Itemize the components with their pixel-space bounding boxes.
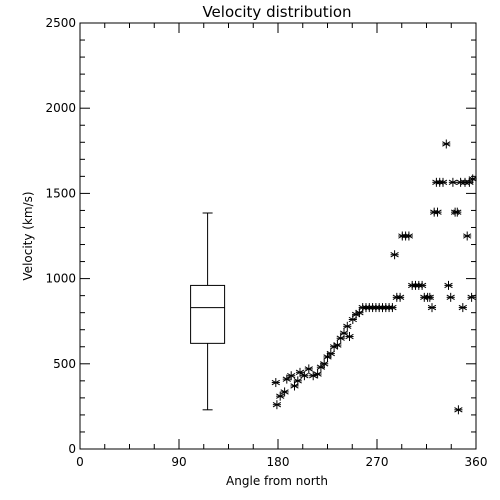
y-tick-label: 1000 — [45, 272, 76, 286]
data-point — [444, 280, 453, 290]
y-tick-label: 1500 — [45, 186, 76, 200]
data-point — [276, 391, 285, 401]
boxplot-box — [190, 284, 226, 344]
boxplot — [190, 212, 226, 411]
x-axis: 0 90 180 270 360 — [76, 23, 487, 469]
data-point — [467, 292, 476, 302]
data-point — [417, 280, 427, 290]
data-point — [320, 359, 329, 369]
x-tick-label: 270 — [366, 455, 389, 469]
y-axis-label: Velocity (km/s) — [21, 191, 35, 280]
data-point — [336, 333, 345, 343]
data-point — [453, 207, 462, 217]
data-point — [427, 303, 437, 313]
data-point — [438, 177, 448, 187]
data-point — [442, 139, 451, 149]
data-point — [280, 387, 289, 397]
data-point — [448, 177, 458, 187]
x-axis-label: Angle from north — [226, 474, 328, 488]
data-point — [345, 332, 354, 342]
data-point — [282, 374, 291, 384]
x-tick-label: 180 — [267, 455, 290, 469]
data-point — [446, 292, 455, 302]
data-point — [454, 405, 463, 415]
data-point — [304, 364, 313, 374]
data-point — [293, 376, 302, 386]
data-point — [463, 231, 472, 241]
data-point — [433, 207, 442, 217]
data-point — [390, 250, 399, 260]
chart-title: Velocity distribution — [202, 3, 351, 21]
y-axis: 0 500 1000 1500 2000 2500 — [45, 16, 476, 456]
data-point — [465, 177, 474, 187]
x-tick-label: 0 — [76, 455, 84, 469]
data-point — [313, 369, 322, 379]
y-tick-label: 2500 — [45, 16, 76, 30]
data-point — [425, 292, 434, 302]
plot-frame — [79, 22, 477, 450]
data-point — [468, 174, 477, 184]
data-point — [388, 303, 397, 313]
data-point — [300, 371, 309, 381]
data-point — [395, 292, 405, 302]
data-point — [272, 400, 282, 410]
data-point — [458, 303, 467, 313]
data-point — [326, 349, 335, 359]
data-point — [343, 321, 352, 331]
data-point — [295, 367, 305, 377]
y-tick-label: 0 — [68, 442, 76, 456]
x-tick-label: 90 — [171, 455, 186, 469]
data-point — [333, 340, 342, 350]
data-point — [287, 371, 296, 381]
y-tick-label: 2000 — [45, 101, 76, 115]
x-tick-label: 360 — [465, 455, 488, 469]
y-tick-label: 500 — [53, 357, 76, 371]
scatter-points — [271, 139, 477, 415]
data-point — [271, 378, 280, 388]
data-point — [404, 231, 414, 241]
